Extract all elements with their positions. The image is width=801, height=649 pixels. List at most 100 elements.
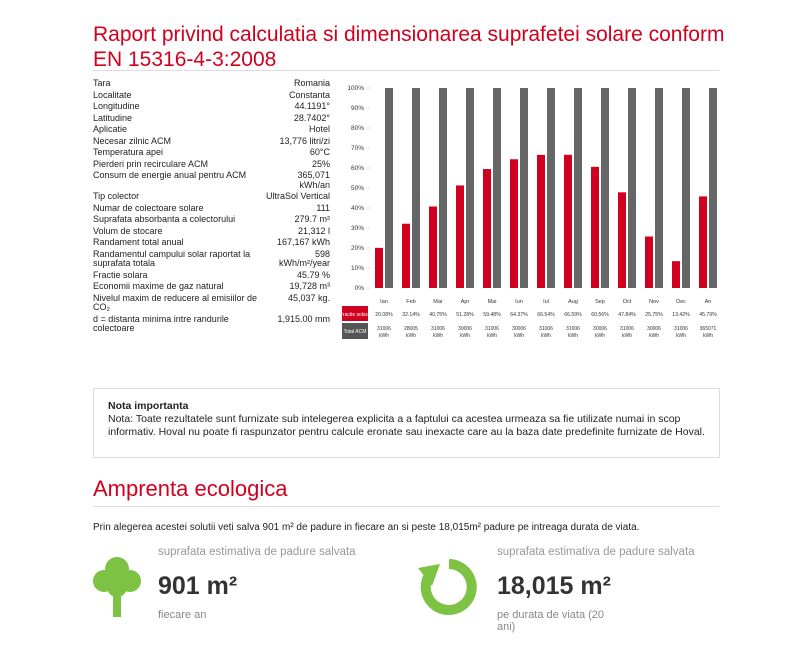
param-row: Tip colector UltraSol Vertical: [93, 190, 330, 202]
bar-background: [682, 88, 690, 288]
param-label: Tip colector: [93, 191, 140, 201]
acm-unit: kWh: [379, 333, 389, 339]
param-value: 25%: [311, 158, 330, 169]
report-title: Raport privind calculatia si dimensionar…: [93, 23, 725, 71]
acm-unit: kWh: [676, 333, 686, 339]
param-value: 60°C: [309, 147, 330, 157]
acm-value: 31006: [566, 326, 580, 332]
param-row: Suprafata absorbanta a colectorului 279.7…: [93, 213, 330, 225]
param-value: 279.7 m²: [294, 214, 330, 224]
cycle-icon: [418, 559, 477, 615]
note-text: Nota: Toate rezultatele sunt furnizate s…: [108, 413, 705, 438]
acm-value: 31006: [539, 326, 553, 332]
param-value: 365,071 kWh/an: [297, 170, 330, 190]
x-tick-label: Apr: [461, 299, 470, 305]
x-tick-label: Oct: [623, 299, 632, 305]
param-value: 167,167 kWh: [276, 237, 330, 247]
x-tick-label: Iul: [543, 299, 549, 305]
x-tick-label: Mai: [488, 299, 497, 305]
param-label: Numar de colectoare solare: [93, 202, 204, 213]
acm-value: 31006: [674, 326, 688, 332]
param-row: Latitudine 28.7402°: [93, 112, 330, 124]
divider: [93, 506, 719, 507]
eco-title: Amprenta ecologica: [93, 476, 288, 501]
param-value: 13,776 litri/zi: [279, 135, 330, 146]
y-tick-label: 60%: [351, 165, 364, 172]
value-label: 32.14%: [402, 312, 420, 318]
value-label: 40.75%: [429, 312, 447, 318]
param-value: 44.1191°: [294, 101, 330, 111]
acm-unit: kWh: [568, 333, 578, 339]
y-tick-label: 100%: [347, 85, 364, 92]
param-value: 111: [316, 202, 330, 213]
param-row: Longitudine 44.1191°: [93, 100, 330, 112]
bar: [456, 185, 464, 288]
param-row: Necesar zilnic ACM 13,776 litri/zi: [93, 135, 330, 147]
value-label: 60.56%: [591, 312, 609, 318]
acm-unit: kWh: [514, 333, 524, 339]
param-label: Fractie solara: [93, 269, 148, 280]
acm-unit: kWh: [541, 333, 551, 339]
param-label: Latitudine: [93, 112, 133, 123]
value-label: 20.08%: [375, 312, 393, 318]
value-label: 47.84%: [618, 312, 636, 318]
bar: [672, 261, 680, 288]
bar-background: [385, 88, 393, 288]
bar: [375, 247, 383, 288]
param-value: Hotel: [308, 124, 330, 134]
acm-unit: kWh: [622, 333, 632, 339]
param-label: d = distanta minima intre randurile cole…: [93, 313, 229, 333]
x-tick-label: Ian: [380, 299, 388, 305]
row-label: Fractie solara: [340, 312, 370, 318]
value-label: 66.59%: [564, 312, 582, 318]
row-label-box: [342, 323, 368, 339]
param-value: 45,037 kg.: [287, 292, 330, 303]
param-label: Suprafata absorbanta a colectorului: [93, 214, 236, 224]
x-tick-label: Mar: [433, 299, 443, 305]
y-tick-label: 50%: [351, 185, 364, 192]
value-label: 25.75%: [645, 312, 663, 318]
param-value: 19,728 m³: [289, 281, 330, 291]
acm-value: 30006: [458, 326, 472, 332]
param-row: Nivelul maxim de reducere al emisiilor d…: [93, 292, 330, 313]
y-tick-label: 10%: [351, 265, 364, 272]
param-row: Fractie solara 45.79 %: [93, 269, 330, 281]
bar: [429, 206, 437, 288]
big-value: 901 m²: [158, 572, 238, 600]
caption: suprafata estimativa de padure salvata: [158, 546, 356, 558]
param-row: Tara Romania: [93, 77, 330, 89]
value-label: 59.48%: [483, 312, 501, 318]
acm-value: 31006: [485, 326, 499, 332]
param-row: Temperatura apei 60°C: [93, 146, 330, 158]
value-label: 45.79%: [699, 312, 717, 318]
acm-value: 31006: [431, 326, 445, 332]
bar-background: [520, 88, 528, 288]
param-value: UltraSol Vertical: [265, 191, 330, 201]
param-row: Consum de energie anual pentru ACM 365,07…: [93, 169, 330, 190]
param-row: Volum de stocare 21,312 l: [93, 225, 330, 237]
note-box: Nota importanta Nota: Toate rezultatele …: [93, 388, 720, 458]
bar-background: [439, 88, 447, 288]
eco-sentence: Prin alegerea acestei solutii veti salva…: [93, 522, 640, 533]
param-label: Economii maxime de gaz natural: [93, 281, 224, 291]
sub-caption: fiecare an: [158, 609, 207, 621]
bar-background: [655, 88, 663, 288]
bar: [591, 166, 599, 288]
bar: [537, 154, 545, 288]
x-tick-label: Sep: [595, 299, 605, 305]
param-row: Randamentul campului solar raportat la s…: [93, 248, 330, 269]
param-value: 45.79 %: [296, 269, 330, 280]
bar: [618, 192, 626, 288]
x-tick-label: An: [705, 299, 712, 305]
bar: [699, 196, 707, 288]
acm-unit: kWh: [703, 333, 713, 339]
bar-background: [412, 88, 420, 288]
param-label: Necesar zilnic ACM: [93, 135, 172, 146]
param-row: Pierderi prin recirculare ACM 25%: [93, 158, 330, 170]
param-value: 21,312 l: [297, 225, 330, 236]
acm-unit: kWh: [649, 333, 659, 339]
bar-background: [601, 88, 609, 288]
caption: suprafata estimativa de padure salvata: [497, 546, 695, 558]
value-label: 13.42%: [672, 312, 690, 318]
